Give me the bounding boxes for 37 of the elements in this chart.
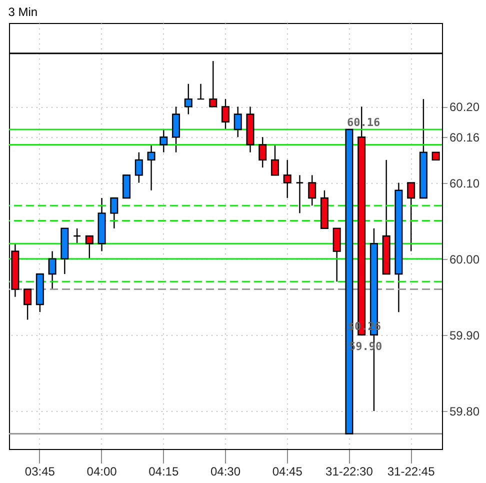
candlestick — [258, 136, 267, 168]
candlestick — [160, 128, 168, 153]
candlestick — [147, 144, 156, 191]
candlestick — [122, 174, 131, 199]
candlestick — [134, 152, 143, 184]
x-tick-label: 04:15 — [148, 464, 179, 478]
candlestick — [196, 83, 205, 100]
candlestick — [48, 250, 56, 290]
candlestick — [308, 174, 316, 206]
candlestick — [24, 288, 32, 320]
x-tick-label: 04:30 — [210, 464, 241, 478]
candlestick — [209, 60, 218, 108]
x-tick-label: 04:45 — [272, 464, 303, 478]
candlestick — [85, 235, 94, 260]
candlestick — [73, 228, 82, 244]
candlestick — [234, 106, 242, 138]
candlestick — [172, 106, 180, 153]
candlestick — [270, 144, 279, 176]
y-tick-label: 60.00 — [450, 252, 480, 266]
candlestick — [332, 228, 341, 282]
y-tick-label: 59.80 — [450, 404, 480, 418]
candlestick — [222, 98, 230, 130]
y-tick-label: 59.90 — [450, 328, 480, 342]
annotation: $0.26 — [348, 320, 382, 333]
candlestick — [184, 83, 192, 115]
candlestick — [110, 197, 118, 229]
x-tick-label: 31-22:45 — [387, 464, 436, 478]
x-tick-label: 04:00 — [86, 464, 118, 478]
y-tick-label: 60.20 — [450, 100, 480, 114]
candlestick — [296, 174, 304, 214]
chart-title: 3 Min — [8, 5, 38, 19]
y-tick-label: 60.16 — [450, 130, 480, 145]
x-tick-label: 03:45 — [24, 464, 56, 478]
y-tick-label: 60.10 — [450, 176, 480, 190]
candlestick — [283, 159, 292, 199]
candlestick — [407, 182, 416, 252]
x-tick-label: 31-22:30 — [326, 464, 374, 478]
